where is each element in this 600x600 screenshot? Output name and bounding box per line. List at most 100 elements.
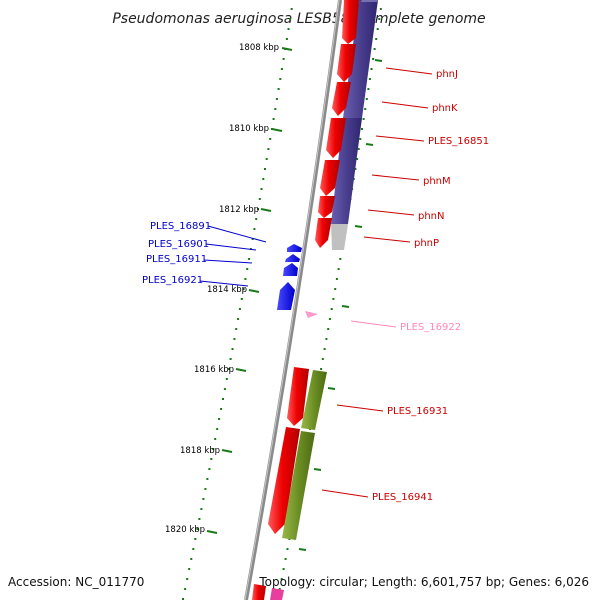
scale-dot bbox=[280, 68, 283, 70]
scale-dot bbox=[196, 528, 199, 530]
gene-label-ples16921: PLES_16921 bbox=[142, 275, 203, 286]
scale-dot bbox=[222, 398, 224, 400]
scale-dot bbox=[286, 548, 289, 550]
scale-dot bbox=[231, 348, 234, 350]
gene-arrow bbox=[337, 44, 356, 82]
scale-dot bbox=[365, 98, 368, 100]
scale-dot bbox=[248, 258, 251, 260]
scale-dot bbox=[198, 518, 201, 520]
scale-dot bbox=[238, 308, 241, 310]
tick-label: 1812 kbp bbox=[219, 205, 259, 215]
scale-dot bbox=[277, 88, 280, 90]
scale-dot bbox=[253, 228, 256, 230]
scale-dot bbox=[260, 188, 263, 190]
map-title: Pseudomonas aeruginosa LESB58, complete … bbox=[112, 11, 485, 27]
scale-dot bbox=[235, 328, 238, 330]
scale-dot bbox=[375, 38, 378, 40]
tick-label: 1810 kbp bbox=[229, 124, 269, 134]
scale-dot bbox=[280, 578, 283, 580]
tick-label: 1814 kbp bbox=[207, 285, 247, 295]
scale-dot bbox=[354, 168, 357, 170]
scale-dot bbox=[262, 178, 265, 180]
scale-dot bbox=[267, 148, 270, 150]
scale-dot bbox=[200, 508, 203, 510]
scale-dot bbox=[210, 458, 213, 460]
scale-dot bbox=[206, 478, 209, 480]
scale-dot bbox=[282, 58, 285, 60]
gene-label-phnM: phnM bbox=[423, 176, 451, 187]
scale-dot bbox=[274, 108, 277, 110]
scale-dot bbox=[214, 438, 217, 440]
tick-label: 1820 kbp bbox=[165, 525, 205, 535]
tick-label: 1816 kbp bbox=[194, 365, 234, 375]
scale-dot bbox=[320, 368, 323, 370]
gene-track-bottom-partial bbox=[252, 584, 284, 600]
gene-arrow bbox=[287, 244, 302, 252]
scale-dot bbox=[182, 598, 184, 600]
scale-dot bbox=[229, 358, 232, 360]
scale-dot bbox=[372, 58, 375, 60]
scale-dot bbox=[233, 338, 236, 340]
genome-summary-text: Topology: circular; Length: 6,601,757 bp… bbox=[258, 575, 589, 589]
scale-dot bbox=[330, 308, 333, 310]
scale-dot bbox=[370, 68, 373, 70]
scale-dot bbox=[325, 338, 328, 340]
scale-dot bbox=[284, 558, 287, 560]
outer-ticks bbox=[298, 59, 383, 551]
scale-dot bbox=[202, 498, 205, 500]
scale-dot bbox=[272, 118, 275, 120]
pseudo-gene-arrow bbox=[305, 311, 318, 318]
scale-dot bbox=[279, 78, 282, 80]
scale-dot bbox=[359, 138, 362, 140]
scale-dot bbox=[242, 288, 245, 290]
gene-arrow bbox=[320, 160, 340, 196]
gene-track-forward-bottom bbox=[268, 367, 309, 534]
gene-label-phnK: phnK bbox=[432, 103, 458, 114]
gene-arrow bbox=[277, 282, 295, 310]
scale-dot bbox=[334, 288, 337, 290]
scale-dot bbox=[257, 208, 259, 210]
scale-dot bbox=[225, 378, 228, 380]
gene-arrow bbox=[326, 118, 346, 158]
gene-arrow bbox=[283, 263, 298, 276]
scale-dot bbox=[212, 448, 215, 450]
right-gene-labels: phnJ phnK PLES_16851 phnM phnN phnP PLES… bbox=[321, 67, 489, 503]
gene-arrow bbox=[287, 367, 309, 426]
left-gene-labels: PLES_16891 PLES_16901 PLES_16911 PLES_16… bbox=[142, 221, 267, 287]
scale-dot bbox=[378, 18, 381, 20]
genome-backbone bbox=[244, 0, 342, 600]
scale-dot bbox=[364, 108, 367, 110]
scale-dot bbox=[289, 18, 292, 20]
scale-dot bbox=[220, 408, 223, 410]
gene-label-ples16891: PLES_16891 bbox=[150, 221, 211, 232]
scale-dot bbox=[282, 568, 285, 570]
scale-dot bbox=[246, 268, 249, 270]
scale-dot bbox=[265, 158, 268, 160]
gene-label-ples16931: PLES_16931 bbox=[387, 406, 448, 417]
gene-arrow bbox=[285, 254, 300, 262]
scale-dot bbox=[194, 538, 197, 540]
gene-label-ples16851: PLES_16851 bbox=[428, 136, 489, 147]
scale-dot bbox=[327, 328, 330, 330]
tick-label: 1808 kbp bbox=[239, 43, 279, 53]
scale-dot bbox=[223, 388, 226, 390]
scale-dot bbox=[373, 48, 376, 50]
scale-dot bbox=[357, 148, 360, 150]
gene-arrow bbox=[268, 427, 300, 534]
scale-dot bbox=[368, 78, 371, 80]
gene-label-phnJ: phnJ bbox=[436, 69, 458, 80]
gene-label-ples16911: PLES_16911 bbox=[146, 254, 207, 265]
scale-dot bbox=[270, 128, 273, 130]
scale-ticks: 1808 kbp 1810 kbp 1812 kbp 1814 kbp 1816… bbox=[165, 43, 293, 535]
scale-dot bbox=[184, 588, 187, 590]
genome-backbone-highlight bbox=[244, 0, 340, 600]
scale-dot bbox=[362, 118, 365, 120]
scale-dot bbox=[323, 348, 326, 350]
gene-label-ples16901: PLES_16901 bbox=[148, 239, 209, 250]
scale-dot bbox=[337, 268, 340, 270]
scale-dot bbox=[240, 298, 243, 300]
cog-track-olive bbox=[282, 370, 327, 540]
outer-dotted-scale bbox=[182, 8, 293, 600]
scale-dot bbox=[367, 88, 370, 90]
